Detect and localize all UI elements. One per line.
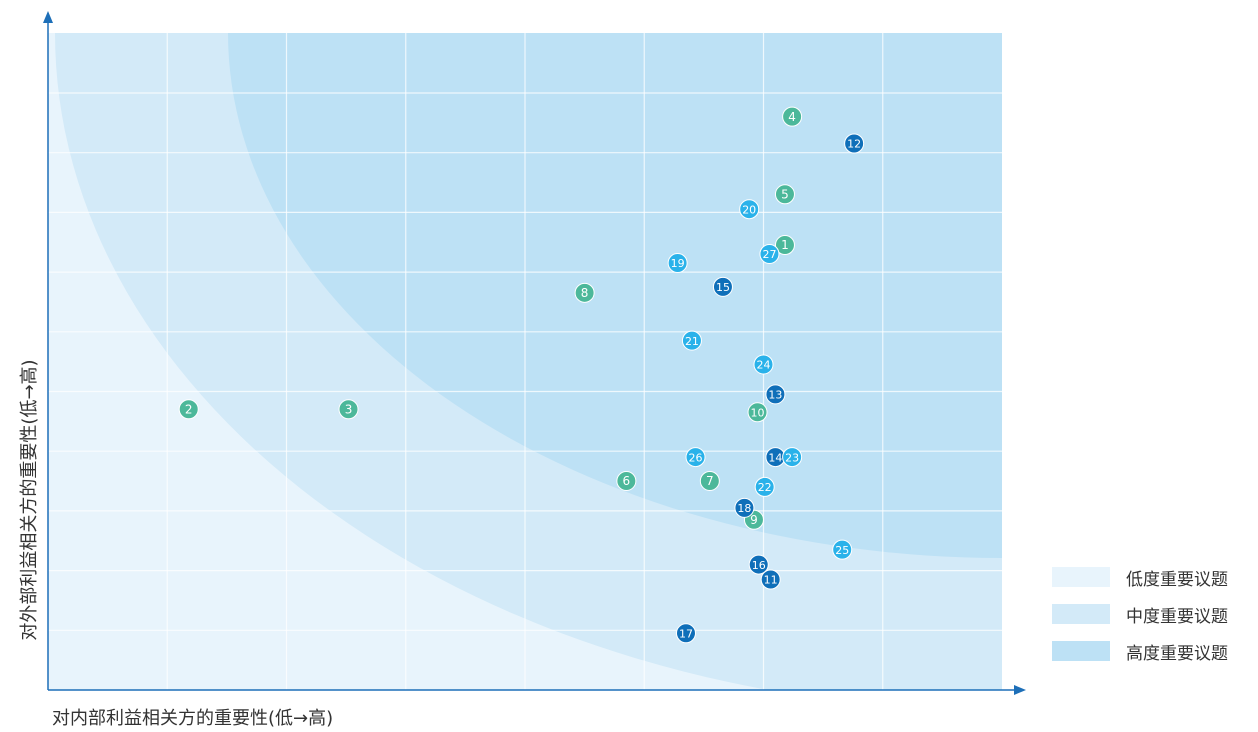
data-point-20 (739, 199, 760, 220)
data-label-4: 4 (788, 110, 796, 124)
legend-swatch-low (1052, 567, 1110, 587)
data-point-21 (681, 330, 702, 351)
data-point-25 (832, 539, 853, 560)
data-point-10 (747, 402, 768, 423)
legend-swatch-high (1052, 641, 1110, 661)
data-point-12 (844, 133, 865, 154)
data-point-13 (765, 384, 786, 405)
legend-item-high: 高度重要议题 (1052, 636, 1228, 666)
data-label-17: 17 (679, 627, 693, 640)
legend-label-high: 高度重要议题 (1126, 643, 1228, 664)
x-axis-label: 对内部利益相关方的重要性(低→高) (52, 708, 334, 729)
data-point-11 (760, 569, 781, 590)
legend: 低度重要议题 中度重要议题 高度重要议题 (1052, 562, 1228, 673)
data-point-8 (574, 282, 595, 303)
data-label-20: 20 (742, 203, 756, 216)
data-label-13: 13 (768, 389, 782, 402)
data-label-14: 14 (768, 451, 782, 464)
data-label-21: 21 (685, 335, 699, 348)
data-label-12: 12 (847, 138, 861, 151)
legend-swatch-medium (1052, 604, 1110, 624)
data-label-5: 5 (781, 187, 789, 201)
legend-label-medium: 中度重要议题 (1126, 606, 1228, 627)
data-point-7 (699, 470, 720, 491)
data-point-26 (685, 447, 706, 468)
legend-item-medium: 中度重要议题 (1052, 599, 1228, 629)
data-point-18 (734, 497, 755, 518)
data-label-18: 18 (737, 502, 751, 515)
data-point-2 (178, 399, 199, 420)
data-label-10: 10 (751, 406, 765, 419)
data-label-26: 26 (689, 451, 703, 464)
x-axis-arrow-icon (1014, 685, 1026, 695)
data-label-3: 3 (345, 402, 353, 416)
data-point-6 (616, 470, 637, 491)
data-point-16 (748, 554, 769, 575)
data-label-2: 2 (185, 402, 193, 416)
zone-group (55, 33, 1002, 690)
data-point-22 (754, 476, 775, 497)
legend-label-low: 低度重要议题 (1126, 569, 1228, 590)
data-label-11: 11 (764, 574, 778, 587)
y-axis-arrow-icon (43, 11, 53, 23)
data-label-9: 9 (750, 513, 758, 527)
data-label-6: 6 (623, 474, 631, 488)
data-label-22: 22 (758, 481, 772, 494)
data-label-19: 19 (671, 257, 685, 270)
data-point-17 (675, 623, 696, 644)
data-point-15 (712, 276, 733, 297)
data-point-5 (774, 184, 795, 205)
data-label-1: 1 (781, 238, 789, 252)
data-label-24: 24 (757, 359, 771, 372)
data-point-4 (782, 106, 803, 127)
zone-high (228, 33, 1002, 558)
y-axis-label: 对外部利益相关方的重要性(低→高) (19, 359, 40, 641)
data-label-15: 15 (716, 281, 730, 294)
data-label-16: 16 (752, 559, 766, 572)
data-label-8: 8 (581, 286, 589, 300)
data-point-3 (338, 399, 359, 420)
data-point-23 (782, 447, 803, 468)
data-label-25: 25 (835, 544, 849, 557)
data-label-23: 23 (785, 451, 799, 464)
data-point-19 (667, 252, 688, 273)
data-point-27 (759, 243, 780, 264)
legend-item-low: 低度重要议题 (1052, 562, 1228, 592)
data-label-7: 7 (706, 474, 714, 488)
data-label-27: 27 (762, 248, 776, 261)
data-point-24 (753, 354, 774, 375)
data-point-1 (774, 235, 795, 256)
